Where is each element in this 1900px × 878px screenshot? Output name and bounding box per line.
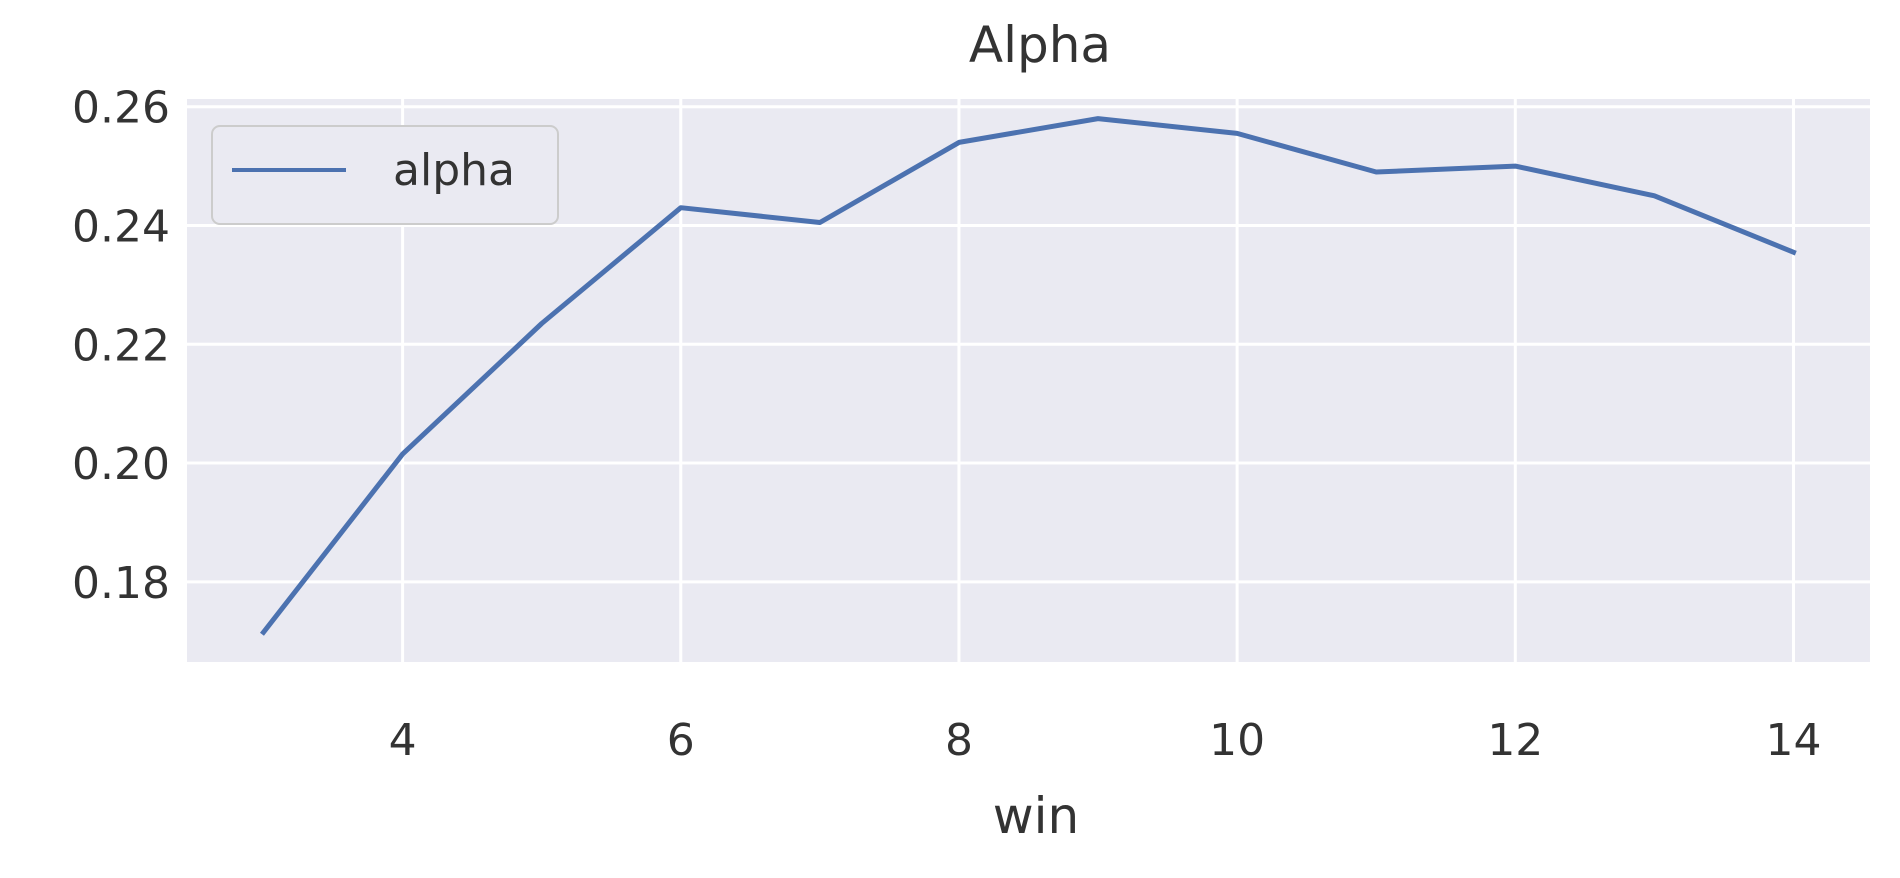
legend-box bbox=[211, 125, 559, 225]
legend-label-alpha: alpha bbox=[393, 145, 515, 196]
y-tick-label: 0.20 bbox=[72, 439, 170, 490]
y-tick-label: 0.24 bbox=[72, 201, 170, 252]
x-tick-label: 4 bbox=[389, 715, 417, 766]
grid bbox=[187, 99, 1870, 662]
y-tick-labels: 0.18 0.20 0.22 0.24 0.26 bbox=[72, 83, 170, 609]
x-tick-label: 10 bbox=[1209, 715, 1265, 766]
series-line-alpha bbox=[259, 116, 1797, 636]
chart-title: Alpha bbox=[969, 16, 1111, 74]
x-tick-label: 8 bbox=[945, 715, 973, 766]
y-tick-label: 0.18 bbox=[72, 558, 170, 609]
x-tick-labels: 4 6 8 10 12 14 bbox=[389, 715, 1822, 766]
x-tick-label: 6 bbox=[667, 715, 695, 766]
y-tick-label: 0.26 bbox=[72, 83, 170, 134]
y-tick-label: 0.22 bbox=[72, 320, 170, 371]
x-tick-label: 14 bbox=[1766, 715, 1822, 766]
series-layer bbox=[259, 116, 1797, 636]
x-axis-label: win bbox=[993, 787, 1079, 845]
x-tick-label: 12 bbox=[1487, 715, 1543, 766]
legend: alpha bbox=[211, 125, 559, 225]
